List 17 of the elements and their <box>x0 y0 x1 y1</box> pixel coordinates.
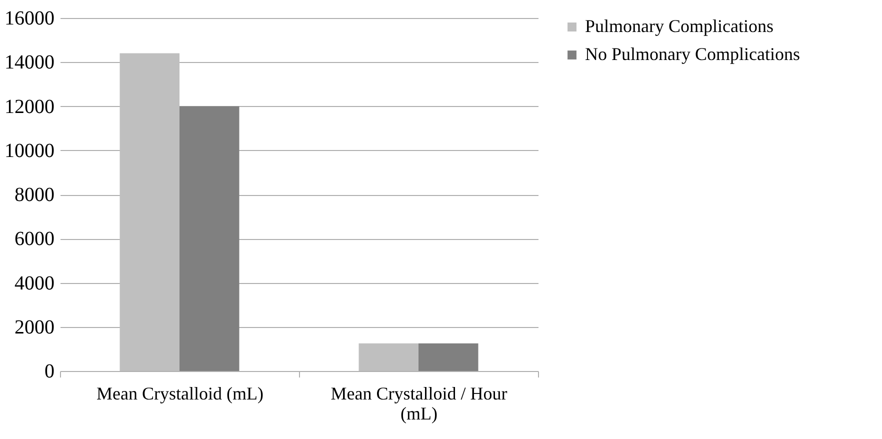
y-tick-label: 2000 <box>14 316 54 338</box>
bar <box>358 343 418 371</box>
legend-label: No Pulmonary Complications <box>585 44 800 64</box>
bar <box>120 53 180 371</box>
y-tick-label: 8000 <box>14 184 54 206</box>
y-tick-label: 12000 <box>4 96 54 118</box>
y-tick-label: 6000 <box>14 228 54 250</box>
y-tick-label: 0 <box>44 360 54 382</box>
y-tick-label: 4000 <box>14 272 54 294</box>
y-tick-label: 14000 <box>4 52 54 74</box>
x-tick-label: Mean Crystalloid (mL) <box>96 384 264 404</box>
bar <box>418 343 478 371</box>
y-tick-label: 16000 <box>4 8 54 30</box>
x-tick-label: Mean Crystalloid / Hour (mL) <box>330 384 508 424</box>
y-tick-label: 10000 <box>4 140 54 162</box>
bar <box>180 106 240 371</box>
legend-label: Pulmonary Complications <box>585 16 774 36</box>
